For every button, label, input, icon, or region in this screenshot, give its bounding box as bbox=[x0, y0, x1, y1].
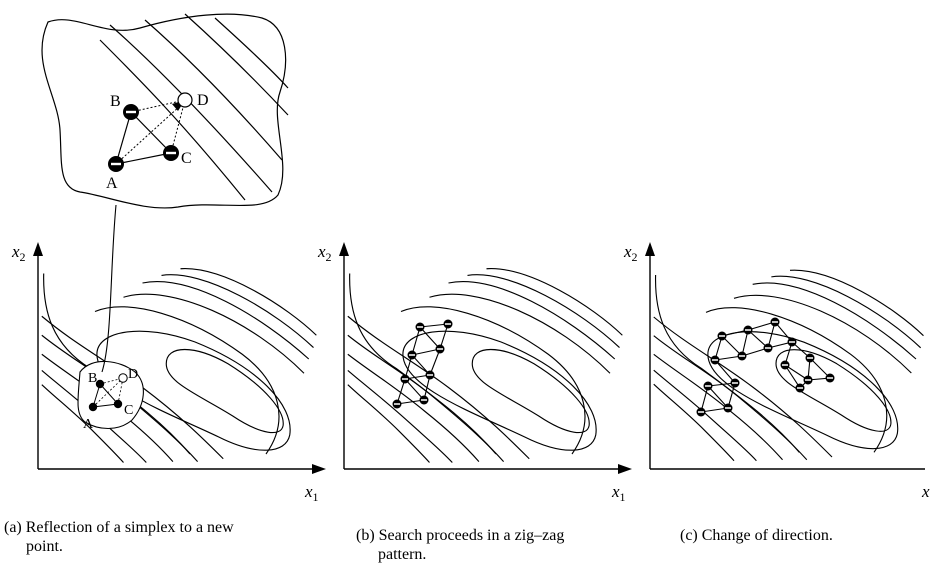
caption-c: (c) Change of direction. bbox=[680, 527, 833, 544]
point-label-c: C bbox=[181, 150, 192, 167]
simplex-large: A B C D bbox=[106, 92, 209, 192]
panel-c: x2 x bbox=[623, 242, 930, 501]
caption-b: (b) Search proceeds in a zig–zag pattern… bbox=[356, 527, 565, 563]
panel-b: x2 x1 bbox=[317, 242, 632, 504]
direction-change-vertices bbox=[696, 317, 835, 417]
x-axis-arrowhead bbox=[312, 464, 326, 474]
svg-text:C: C bbox=[124, 403, 133, 418]
y-axis-label: x2 bbox=[11, 242, 26, 264]
simplex-small: B D C A bbox=[83, 367, 138, 432]
zigzag-simplex-path bbox=[396, 323, 449, 405]
zoom-region-large bbox=[41, 13, 287, 209]
x-axis-label: x1 bbox=[611, 482, 626, 504]
y-axis-arrowhead bbox=[645, 242, 655, 256]
zoom-contours bbox=[99, 13, 289, 201]
contour-lines bbox=[347, 268, 623, 464]
y-axis-label: x2 bbox=[623, 242, 638, 264]
zigzag-vertices bbox=[392, 319, 453, 409]
point-label-d: D bbox=[197, 92, 209, 109]
svg-text:A: A bbox=[83, 417, 94, 432]
vertex-d bbox=[177, 92, 193, 108]
zoom-connector bbox=[101, 204, 117, 373]
svg-text:D: D bbox=[128, 367, 138, 382]
svg-text:B: B bbox=[88, 371, 97, 386]
x-axis-label: x1 bbox=[304, 482, 319, 504]
y-axis-arrowhead bbox=[33, 242, 43, 256]
point-label-a: A bbox=[106, 175, 118, 192]
x-axis-arrowhead bbox=[618, 464, 632, 474]
contour-lines bbox=[41, 268, 317, 464]
x-axis-label: x bbox=[921, 482, 930, 501]
point-label-b: B bbox=[110, 93, 121, 110]
vertex-b bbox=[123, 104, 139, 120]
vertex-a bbox=[108, 156, 124, 172]
y-axis-arrowhead bbox=[339, 242, 349, 256]
vertex-c bbox=[163, 145, 179, 161]
caption-a: (a) Reflection of a simplex to a new poi… bbox=[4, 519, 234, 555]
panel-a: x2 x1 B D C A bbox=[11, 13, 326, 504]
y-axis-label: x2 bbox=[317, 242, 332, 264]
